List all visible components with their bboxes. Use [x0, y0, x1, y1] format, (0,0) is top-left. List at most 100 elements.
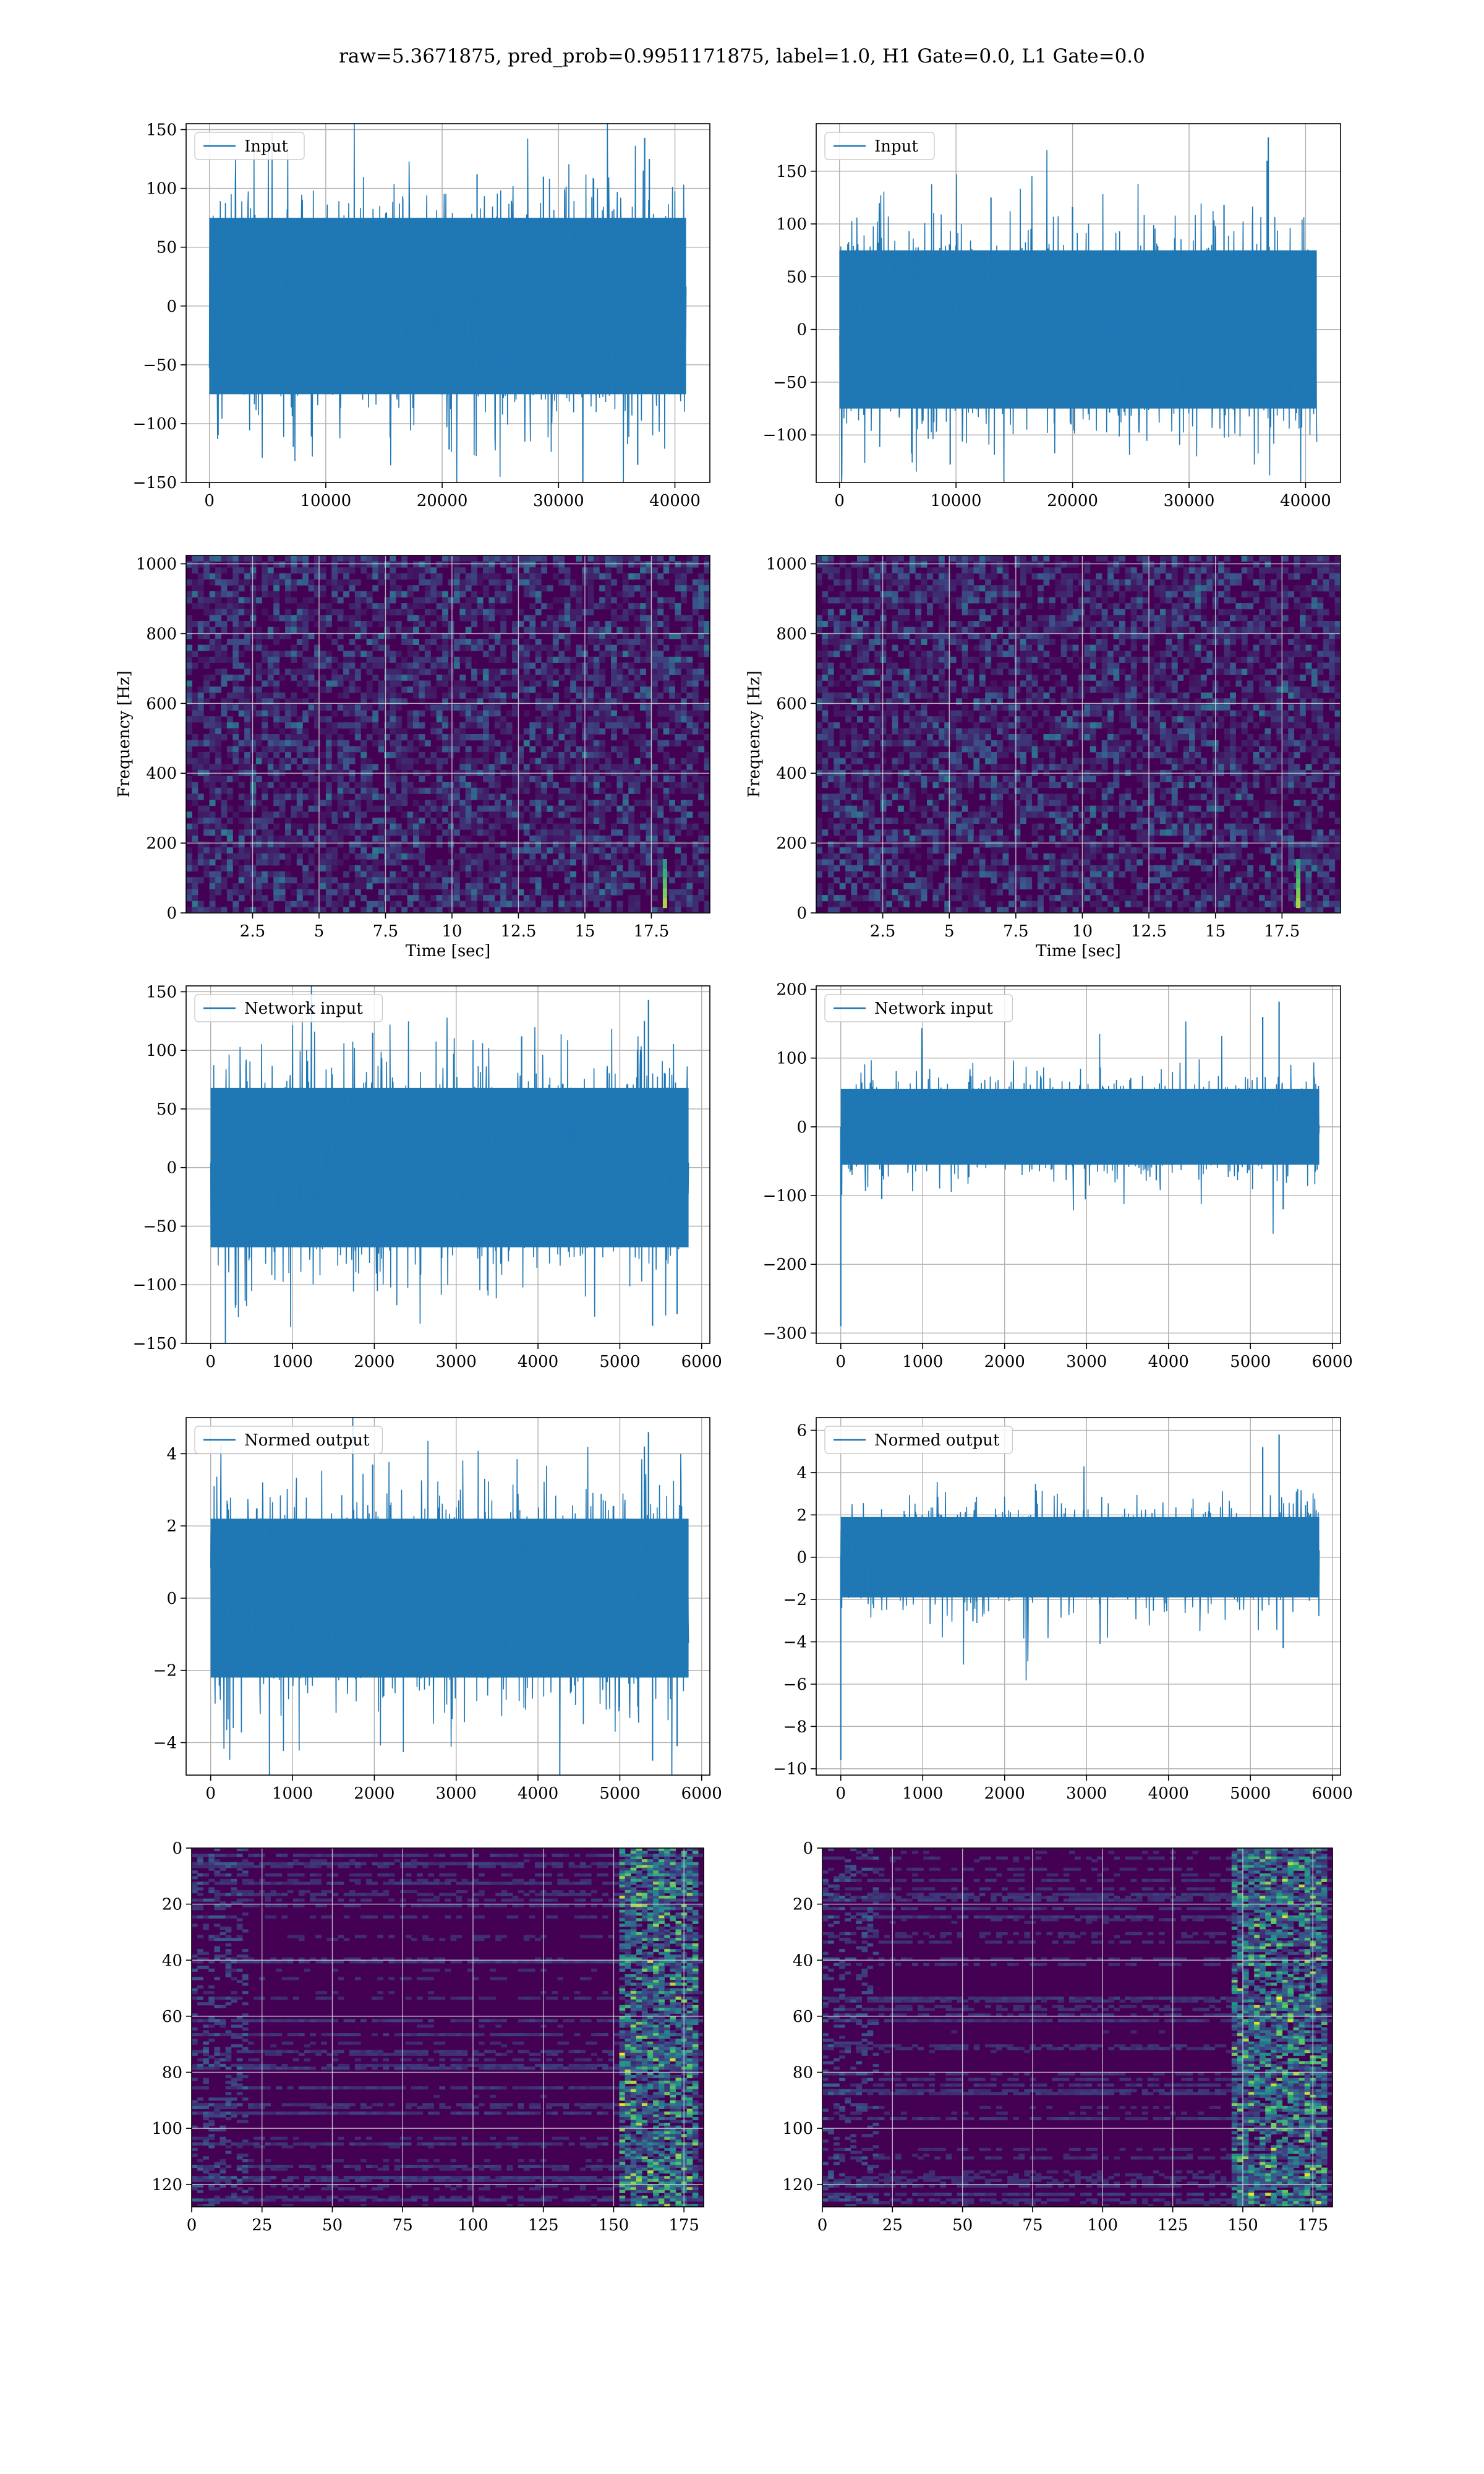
- heatmap-cell: [547, 746, 553, 752]
- heatmap-cell: [1242, 639, 1248, 645]
- heatmap-cell: [669, 776, 675, 782]
- heatmap-cell: [279, 794, 286, 800]
- heatmap-cell: [570, 591, 576, 597]
- heatmap-cell: [524, 562, 530, 568]
- heatmap-cell: [396, 841, 402, 847]
- heatmap-cell: [898, 621, 904, 627]
- heatmap-cell: [273, 597, 279, 603]
- heatmap-cell: [1172, 704, 1178, 711]
- heatmap-cell: [927, 621, 933, 627]
- heatmap-cell: [535, 889, 542, 896]
- heatmap-cell: [1131, 567, 1137, 573]
- heatmap-cell: [466, 662, 472, 669]
- heatmap-cell: [1218, 627, 1224, 633]
- heatmap-cell: [1061, 621, 1067, 627]
- heatmap-cell: [565, 728, 571, 734]
- heatmap-cell: [459, 591, 466, 597]
- heatmap-cell: [1218, 580, 1224, 586]
- heatmap-cell: [1136, 591, 1143, 597]
- heatmap-cell: [979, 651, 986, 657]
- heatmap-cell: [1107, 651, 1114, 657]
- heatmap-cell: [681, 854, 687, 860]
- heatmap-cell: [343, 567, 349, 573]
- heatmap-cell: [448, 693, 454, 699]
- heatmap-cell: [869, 567, 875, 573]
- heatmap-cell: [401, 603, 407, 609]
- heatmap-cell: [535, 800, 542, 806]
- heatmap-cell: [407, 901, 414, 907]
- heatmap-cell: [384, 711, 390, 717]
- heatmap-cell: [390, 854, 396, 860]
- heatmap-cell: [285, 841, 291, 847]
- heatmap-cell: [320, 865, 326, 871]
- heatmap-cell: [309, 854, 315, 860]
- heatmap-cell: [1003, 609, 1009, 615]
- heatmap-cell: [704, 758, 710, 764]
- heatmap-cell: [1218, 567, 1224, 573]
- heatmap-cell: [1259, 621, 1265, 627]
- heatmap-cell: [367, 591, 373, 597]
- heatmap-cell: [338, 883, 344, 889]
- heatmap-cell: [587, 591, 594, 597]
- heatmap-cell: [623, 883, 629, 889]
- heatmap-cell: [1119, 627, 1125, 633]
- heatmap-cell: [657, 603, 663, 609]
- heatmap-cell: [1172, 645, 1178, 651]
- heatmap-cell: [349, 567, 356, 573]
- heatmap-cell: [704, 752, 710, 758]
- heatmap-cell: [693, 752, 699, 758]
- heatmap-cell: [407, 764, 414, 770]
- heatmap-cell: [840, 580, 846, 586]
- heatmap-cell: [693, 746, 699, 752]
- heatmap-cell: [845, 680, 851, 687]
- heatmap-cell: [1014, 662, 1020, 669]
- heatmap-cell: [279, 764, 286, 770]
- heatmap-cell: [1206, 639, 1213, 645]
- heatmap-cell: [483, 788, 489, 794]
- heatmap-cell: [634, 776, 641, 782]
- heatmap-cell: [927, 555, 933, 562]
- heatmap-cell: [541, 728, 547, 734]
- heatmap-cell: [256, 836, 262, 842]
- heatmap-cell: [845, 597, 851, 603]
- heatmap-cell: [541, 752, 547, 758]
- heatmap-cell: [227, 776, 233, 782]
- heatmap-cell: [524, 877, 530, 883]
- heatmap-cell: [704, 734, 710, 740]
- heatmap-cell: [302, 782, 309, 788]
- heatmap-cell: [506, 800, 513, 806]
- heatmap-cell: [576, 662, 582, 669]
- heatmap-cell: [425, 680, 431, 687]
- heatmap-cell: [898, 597, 904, 603]
- heatmap-cell: [338, 555, 344, 562]
- heatmap-cell: [1177, 645, 1183, 651]
- heatmap-cell: [570, 609, 576, 615]
- heatmap-cell: [355, 794, 361, 800]
- heatmap-cell: [675, 704, 681, 711]
- heatmap-cell: [1201, 591, 1207, 597]
- heatmap-cell: [349, 580, 356, 586]
- heatmap-cell: [1189, 562, 1195, 568]
- heatmap-cell: [565, 758, 571, 764]
- heatmap-cell: [640, 740, 646, 747]
- heatmap-cell: [192, 585, 198, 591]
- heatmap-cell: [192, 907, 198, 913]
- heatmap-cell: [349, 687, 356, 693]
- heatmap-cell: [599, 865, 605, 871]
- heatmap-cell: [1189, 615, 1195, 621]
- heatmap-cell: [1235, 657, 1242, 663]
- heatmap-cell: [483, 752, 489, 758]
- heatmap-cell: [221, 603, 228, 609]
- heatmap-cell: [192, 651, 198, 657]
- heatmap-cell: [605, 836, 612, 842]
- heatmap-cell: [576, 818, 582, 824]
- heatmap-cell: [979, 615, 986, 621]
- heatmap-cell: [1119, 639, 1125, 645]
- heatmap-cell: [816, 562, 822, 568]
- heatmap-cell: [857, 693, 863, 699]
- heatmap-cell: [459, 728, 466, 734]
- heatmap-cell: [845, 645, 851, 651]
- heatmap-cell: [1009, 615, 1015, 621]
- heatmap-cell: [454, 782, 460, 788]
- heatmap-cell: [1154, 573, 1161, 580]
